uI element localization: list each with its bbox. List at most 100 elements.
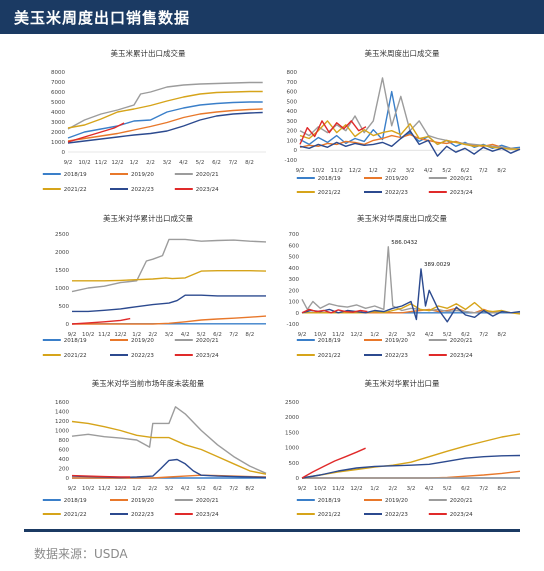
series-line-2019-20: [72, 315, 267, 325]
chart-title: 美玉米累计出口成交量: [111, 48, 186, 58]
y-tick-label: 100: [289, 300, 300, 306]
y-tick-label: 400: [289, 266, 300, 272]
x-tick-label: 5/2: [197, 486, 206, 492]
x-tick-label: 12/2: [114, 486, 126, 492]
chart-panel-2: 美玉米周度出口成交量 -100 0 100 200 300 400 500 600 700 800 9…: [285, 48, 521, 196]
x-tick-label: 2/2: [387, 168, 396, 174]
x-tick-label: 11/2: [98, 332, 110, 338]
series-line-2021-22: [71, 420, 267, 475]
series-line-2021-22: [299, 120, 520, 150]
legend-label: 2020/21: [196, 338, 219, 344]
legend-label: 2022/23: [131, 353, 154, 359]
x-tick-label: 1/2: [132, 332, 141, 338]
x-tick-label: 12/2: [350, 332, 362, 338]
x-tick-label: 2/2: [148, 486, 157, 492]
legend-label: 2021/22: [318, 190, 341, 196]
series-line-2020-21: [71, 406, 267, 474]
chart-title: 美玉米对华当前市场年度未装船量: [92, 378, 205, 388]
legend-label: 2021/22: [318, 512, 341, 518]
y-tick-label: 600: [59, 448, 70, 454]
series-line-2023-24: [71, 474, 131, 478]
legend-label: 2020/21: [196, 172, 219, 178]
x-tick-label: 10/2: [312, 168, 324, 174]
x-tick-label: 7/2: [229, 332, 238, 338]
legend-label: 2021/22: [64, 187, 87, 193]
legend-label: 2023/24: [196, 187, 219, 193]
y-tick-label: 400: [287, 109, 298, 115]
x-tick-label: 5/2: [442, 168, 451, 174]
x-tick-label: 8/2: [497, 168, 506, 174]
x-tick-label: 2/2: [148, 332, 157, 338]
x-tick-label: 5/2: [443, 486, 452, 492]
x-tick-label: 6/2: [461, 168, 470, 174]
legend-label: 2019/20: [385, 176, 408, 182]
legend-label: 2023/24: [450, 353, 473, 359]
y-tick-label: 1200: [55, 419, 69, 425]
x-tick-label: 11/2: [332, 486, 344, 492]
x-tick-label: 10/2: [314, 332, 326, 338]
chart-panel-3: 美玉米对华累计出口成交量 0 500 1000 1500 2000 2500 9/2 10/2 1…: [42, 213, 267, 359]
x-tick-label: 5/2: [443, 332, 452, 338]
x-tick-label: 1/2: [370, 486, 379, 492]
chart-title: 美玉米对华周度出口成交量: [357, 213, 447, 223]
x-tick-label: 1/2: [369, 168, 378, 174]
legend-label: 2023/24: [196, 353, 219, 359]
data-label: 389.0029: [424, 262, 451, 268]
y-tick-label: 1000: [285, 446, 299, 452]
x-tick-label: 3/2: [407, 332, 416, 338]
chart-panel-5: 美玉米对华当前市场年度未装船量 0 200 400 600 800 1000 1200 1400…: [42, 378, 267, 518]
y-tick-label: 100: [287, 138, 298, 144]
x-tick-label: 4/2: [179, 160, 188, 166]
series-line-2022-23: [301, 454, 521, 479]
series-line-2023-24: [67, 122, 125, 143]
x-tick-label: 12/2: [350, 486, 362, 492]
legend-label: 2022/23: [131, 187, 154, 193]
x-tick-label: 3/2: [165, 332, 174, 338]
y-tick-label: 1000: [55, 429, 69, 435]
series-line-2019-20: [67, 108, 263, 142]
y-tick-label: 200: [289, 288, 300, 294]
x-tick-label: 7/2: [229, 160, 238, 166]
x-tick-label: 11/2: [95, 160, 107, 166]
y-tick-label: -100: [287, 322, 300, 328]
legend-label: 2018/19: [318, 498, 341, 504]
y-tick-label: 700: [289, 232, 300, 238]
x-tick-label: 7/2: [479, 168, 488, 174]
series-line-2020-21: [67, 81, 263, 130]
y-tick-label: 800: [59, 438, 70, 444]
x-tick-label: 10/2: [78, 160, 90, 166]
y-tick-label: 0: [294, 148, 298, 154]
x-tick-label: 4/2: [181, 486, 190, 492]
x-tick-label: 6/2: [213, 486, 222, 492]
x-tick-label: 3/2: [163, 160, 172, 166]
x-tick-label: 4/2: [424, 168, 433, 174]
y-tick-label: 0: [66, 322, 70, 328]
legend-label: 2021/22: [64, 512, 87, 518]
x-tick-label: 11/2: [98, 486, 110, 492]
y-tick-label: 2500: [285, 400, 299, 406]
series-line-2022-23: [301, 268, 521, 323]
data-label: 586.0432: [391, 240, 417, 246]
x-tick-label: 1/2: [130, 160, 139, 166]
y-tick-label: 3000: [51, 120, 65, 126]
series-line-2022-23: [299, 130, 521, 157]
y-tick-label: 1000: [55, 286, 69, 292]
y-tick-label: 2500: [55, 232, 69, 238]
series-line-2023-24: [299, 120, 367, 145]
y-tick-label: 500: [287, 99, 298, 105]
legend-label: 2023/24: [450, 512, 473, 518]
x-tick-label: 10/2: [314, 486, 326, 492]
x-tick-label: 7/2: [479, 332, 488, 338]
x-tick-label: 3/2: [407, 486, 416, 492]
y-tick-label: 4000: [51, 110, 65, 116]
series-line-2021-22: [72, 270, 267, 282]
x-tick-label: 11/2: [330, 168, 342, 174]
legend-label: 2022/23: [385, 353, 408, 359]
y-tick-label: 7000: [51, 80, 65, 86]
legend-label: 2021/22: [318, 353, 341, 359]
series-line-2022-23: [67, 111, 263, 144]
legend-label: 2020/21: [450, 176, 473, 182]
legend-label: 2023/24: [450, 190, 473, 196]
series-line-2021-22: [301, 433, 521, 479]
y-tick-label: 1400: [55, 410, 69, 416]
